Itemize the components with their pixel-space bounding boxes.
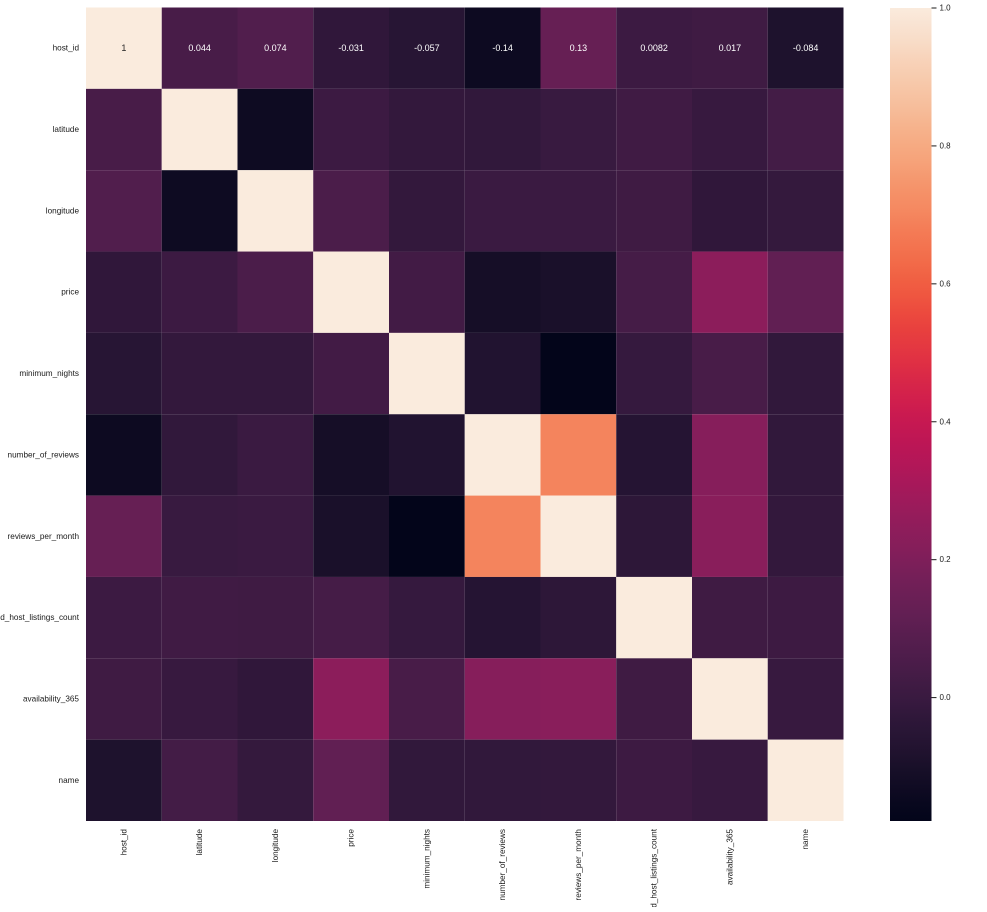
svg-text:0.0082: 0.0082 xyxy=(640,43,668,53)
svg-text:1: 1 xyxy=(121,43,126,53)
svg-text:calculated_host_listings_count: calculated_host_listings_count xyxy=(0,613,80,622)
svg-text:longitude: longitude xyxy=(271,829,280,863)
svg-text:price: price xyxy=(347,829,356,847)
svg-text:0.044: 0.044 xyxy=(188,43,211,53)
svg-text:-0.084: -0.084 xyxy=(793,43,819,53)
svg-text:calculated_host_listings_count: calculated_host_listings_count xyxy=(650,828,659,907)
svg-text:number_of_reviews: number_of_reviews xyxy=(8,450,79,459)
svg-text:1.0: 1.0 xyxy=(940,4,952,13)
svg-text:reviews_per_month: reviews_per_month xyxy=(8,532,80,541)
svg-text:latitude: latitude xyxy=(53,125,80,134)
svg-text:minimum_nights: minimum_nights xyxy=(19,369,79,378)
svg-text:0.2: 0.2 xyxy=(940,555,952,564)
svg-text:latitude: latitude xyxy=(195,829,204,856)
svg-text:0.13: 0.13 xyxy=(570,43,588,53)
svg-text:-0.14: -0.14 xyxy=(492,43,513,53)
svg-text:availability_365: availability_365 xyxy=(23,694,79,703)
svg-text:longitude: longitude xyxy=(46,206,80,215)
svg-text:name: name xyxy=(59,776,80,785)
svg-text:0.8: 0.8 xyxy=(940,141,952,150)
svg-text:host_id: host_id xyxy=(53,44,80,53)
svg-text:-0.057: -0.057 xyxy=(414,43,440,53)
svg-text:0.0: 0.0 xyxy=(940,693,952,702)
svg-text:0.6: 0.6 xyxy=(940,279,952,288)
svg-text:host_id: host_id xyxy=(119,829,128,856)
svg-text:minimum_nights: minimum_nights xyxy=(422,829,431,889)
svg-text:-0.031: -0.031 xyxy=(338,43,364,53)
svg-text:0.4: 0.4 xyxy=(940,417,952,426)
svg-text:availability_365: availability_365 xyxy=(725,829,734,885)
svg-text:number_of_reviews: number_of_reviews xyxy=(498,829,507,900)
svg-text:price: price xyxy=(61,288,79,297)
svg-text:name: name xyxy=(801,829,810,850)
svg-text:0.017: 0.017 xyxy=(719,43,742,53)
svg-text:0.074: 0.074 xyxy=(264,43,287,53)
svg-text:reviews_per_month: reviews_per_month xyxy=(574,829,583,901)
